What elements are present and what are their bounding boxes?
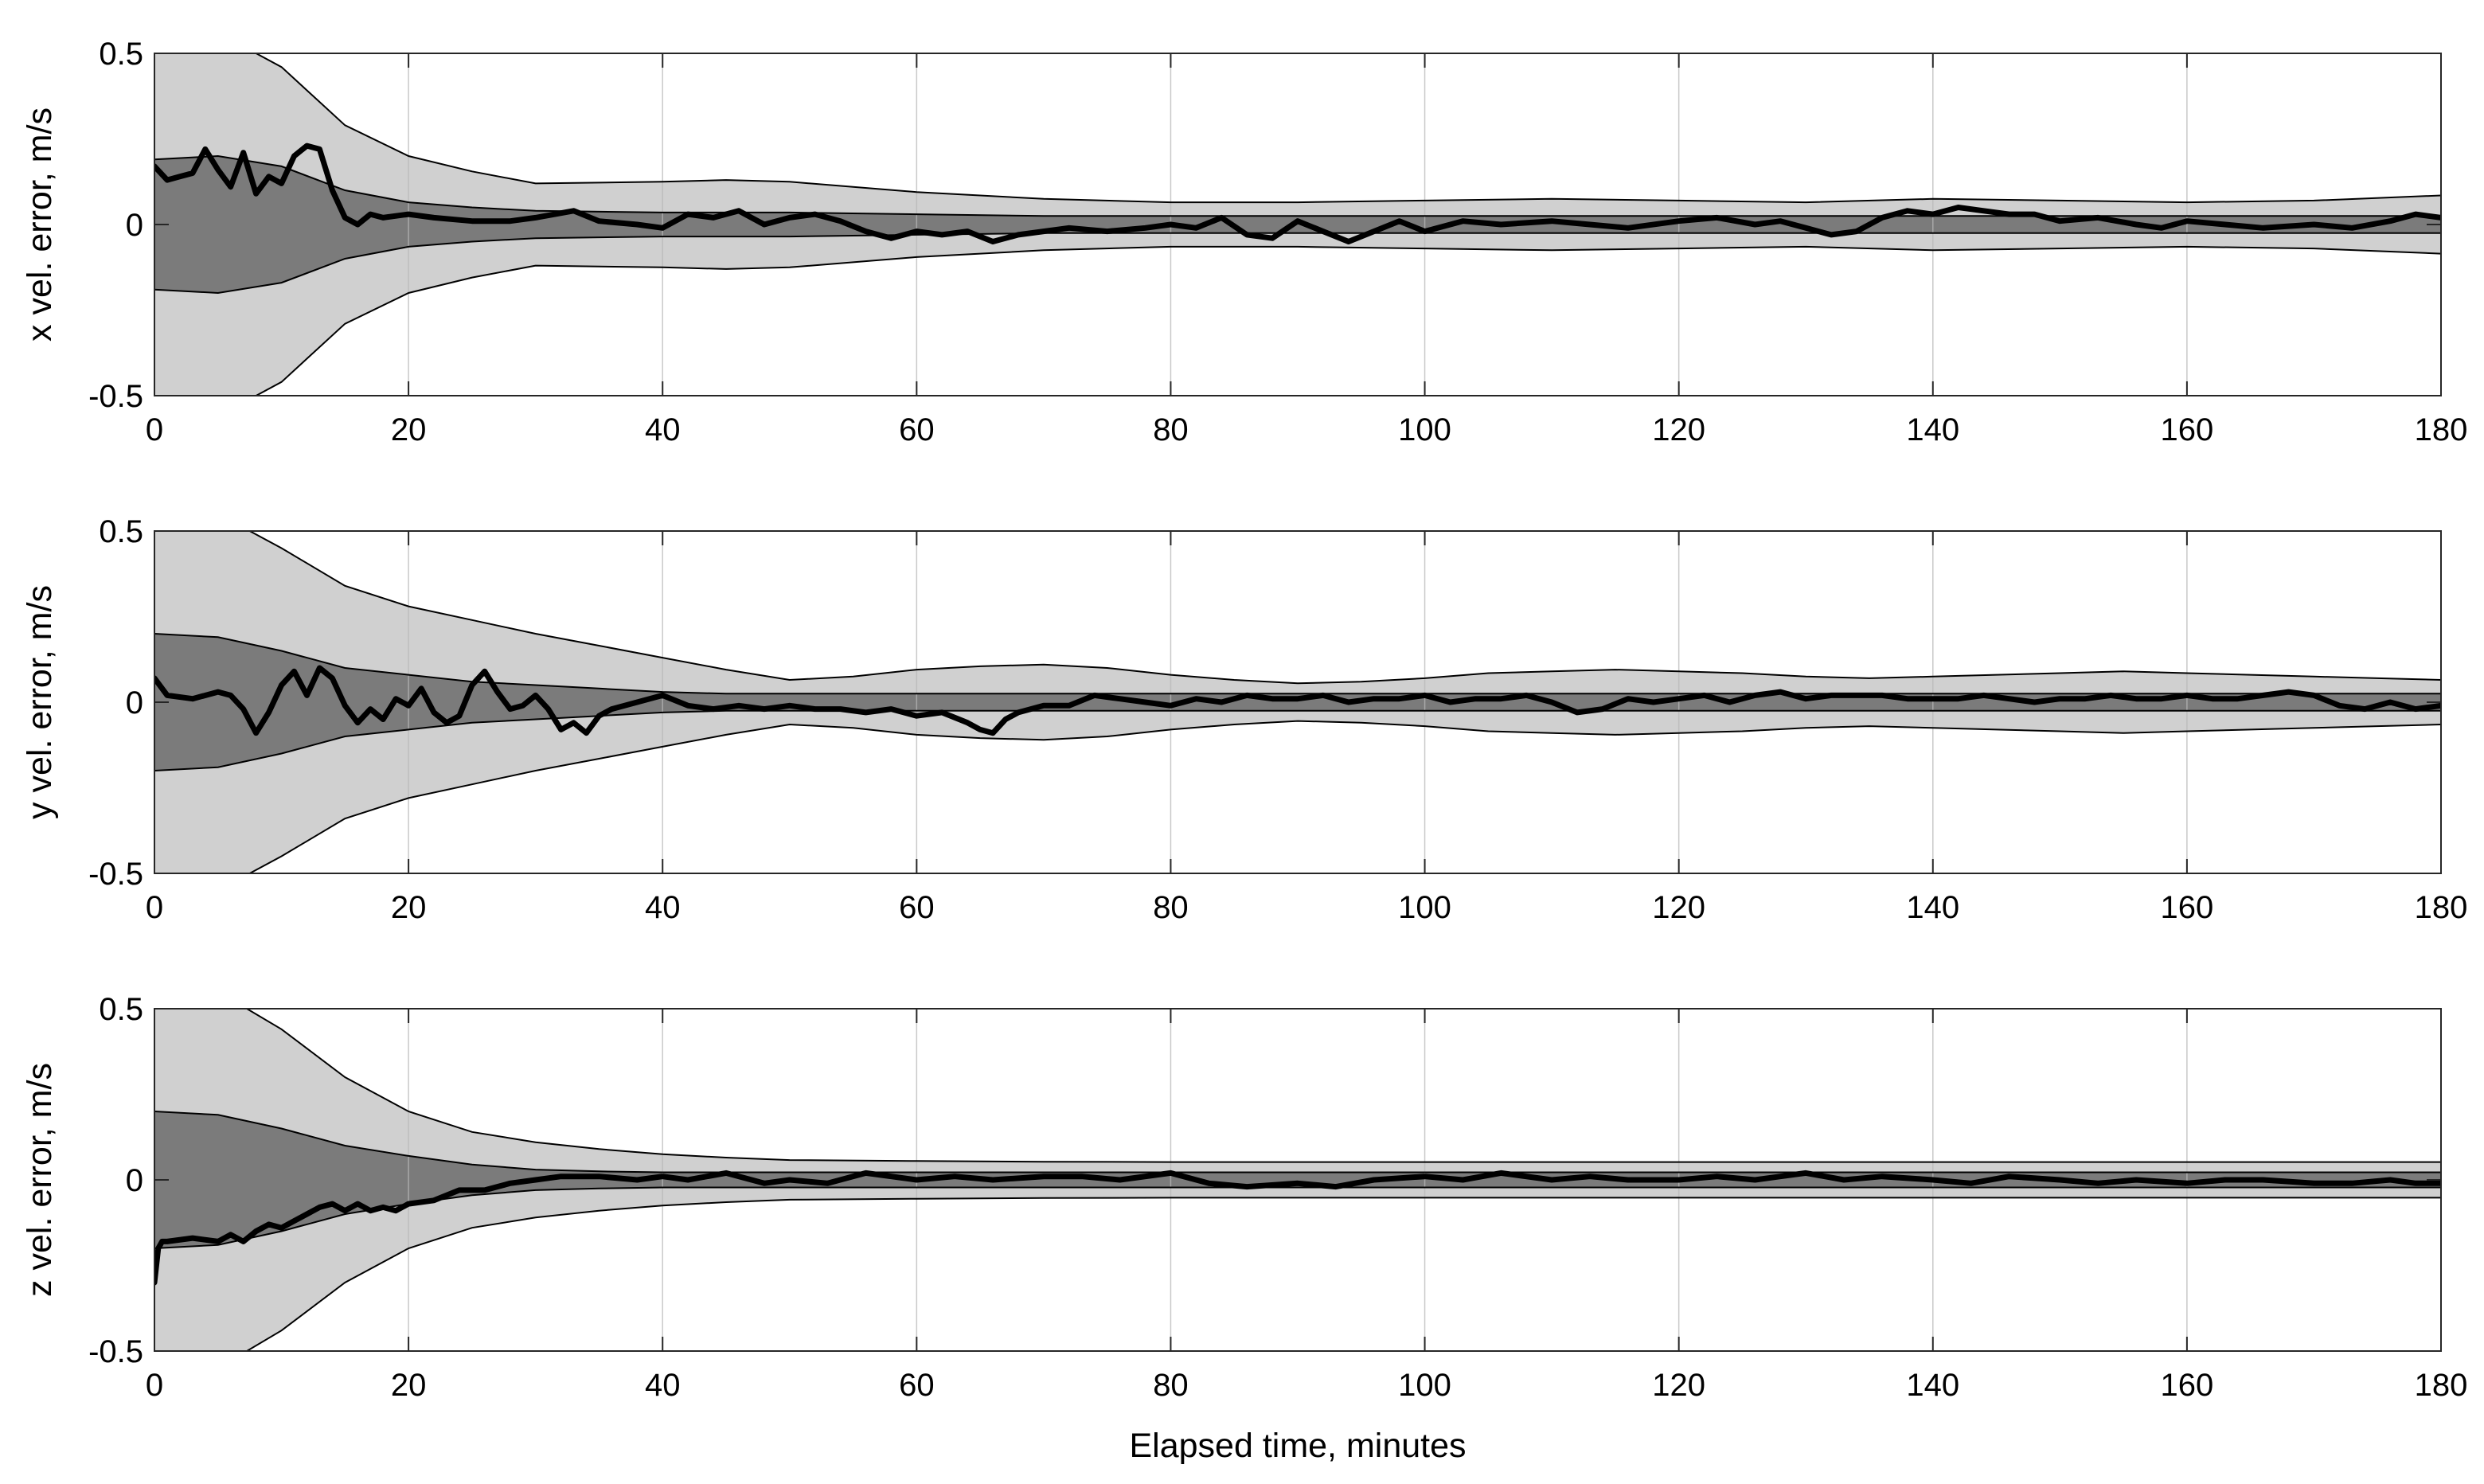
- panel-x-velocity-error: 0 20 40 60 80 100 120 140 160 180-0.500.5x vel. e…: [21, 37, 2468, 447]
- x-tick-label: 140: [1906, 1368, 1959, 1403]
- x-tick-label: 120: [1652, 412, 1705, 447]
- x-tick-label: 180: [2415, 412, 2468, 447]
- x-tick-label: 60: [899, 412, 935, 447]
- x-tick-label: 80: [1153, 412, 1189, 447]
- y-tick-label: 0.5: [99, 514, 143, 549]
- y-tick-label: 0: [126, 1163, 143, 1198]
- x-tick-label: 80: [1153, 1368, 1189, 1403]
- y-tick-label: -0.5: [88, 1334, 143, 1369]
- y-tick-label: 0: [126, 685, 143, 721]
- x-tick-label: 160: [2161, 1368, 2214, 1403]
- plot-area: [154, 531, 2441, 873]
- y-tick-label: 0.5: [99, 37, 143, 72]
- y-tick-label: -0.5: [88, 379, 143, 414]
- x-tick-label: 180: [2415, 890, 2468, 925]
- panel-y-velocity-error: 0 20 40 60 80 100 120 140 160 180-0.500.5y vel. e…: [21, 514, 2468, 925]
- y-tick-label: -0.5: [88, 857, 143, 892]
- y-axis-label: z vel. error, m/s: [21, 1063, 59, 1297]
- inner-bound-upper-line: [154, 633, 2441, 695]
- plot-area: [154, 53, 2441, 396]
- error-series-line: [154, 1170, 2441, 1286]
- outer-bound-upper-line: [254, 53, 2441, 204]
- x-tick-label: 60: [899, 890, 935, 925]
- outer-bound-upper-line: [245, 1009, 2441, 1163]
- x-tick-label: 140: [1906, 890, 1959, 925]
- x-tick-label: 180: [2415, 1368, 2468, 1403]
- y-tick-label: 0: [126, 208, 143, 243]
- x-tick-label: 80: [1153, 890, 1189, 925]
- x-tick-label: 120: [1652, 890, 1705, 925]
- x-tick-label: 0: [146, 412, 163, 447]
- inner-bound-band: [154, 156, 2441, 293]
- y-tick-label: 0.5: [99, 992, 143, 1027]
- x-tick-label: 100: [1398, 412, 1451, 447]
- x-tick-label: 60: [899, 1368, 935, 1403]
- outer-bound-upper-line: [248, 531, 2441, 685]
- x-tick-label: 40: [645, 412, 681, 447]
- y-axis-label: y vel. error, m/s: [21, 585, 59, 819]
- error-series-line: [154, 665, 2441, 736]
- x-tick-label: 20: [391, 1368, 427, 1403]
- error-series-line: [154, 143, 2441, 244]
- inner-bound-band: [154, 1111, 2441, 1248]
- y-axis-label: x vel. error, m/s: [21, 107, 59, 342]
- x-tick-label: 100: [1398, 890, 1451, 925]
- plot-area: [154, 1009, 2441, 1351]
- x-tick-label: 20: [391, 412, 427, 447]
- x-axis-label: Elapsed time, minutes: [1129, 1427, 1466, 1465]
- inner-bound-lower-line: [154, 709, 2441, 771]
- x-tick-label: 140: [1906, 412, 1959, 447]
- outer-bound-lower-line: [245, 1197, 2441, 1351]
- x-tick-label: 0: [146, 1368, 163, 1403]
- x-tick-label: 40: [645, 1368, 681, 1403]
- x-tick-label: 160: [2161, 412, 2214, 447]
- inner-bound-upper-line: [154, 1111, 2441, 1174]
- inner-bound-band: [154, 634, 2441, 771]
- x-tick-label: 120: [1652, 1368, 1705, 1403]
- x-tick-label: 100: [1398, 1368, 1451, 1403]
- x-tick-label: 0: [146, 890, 163, 925]
- x-tick-label: 40: [645, 890, 681, 925]
- x-tick-label: 20: [391, 890, 427, 925]
- inner-bound-lower-line: [154, 1186, 2441, 1249]
- panel-z-velocity-error: 0 20 40 60 80 100 120 140 160 180-0.500.5z vel. e…: [21, 992, 2468, 1403]
- outer-bound-lower-line: [248, 720, 2441, 873]
- x-tick-label: 160: [2161, 890, 2214, 925]
- outer-bound-lower-line: [254, 245, 2441, 396]
- inner-bound-upper-line: [154, 154, 2441, 217]
